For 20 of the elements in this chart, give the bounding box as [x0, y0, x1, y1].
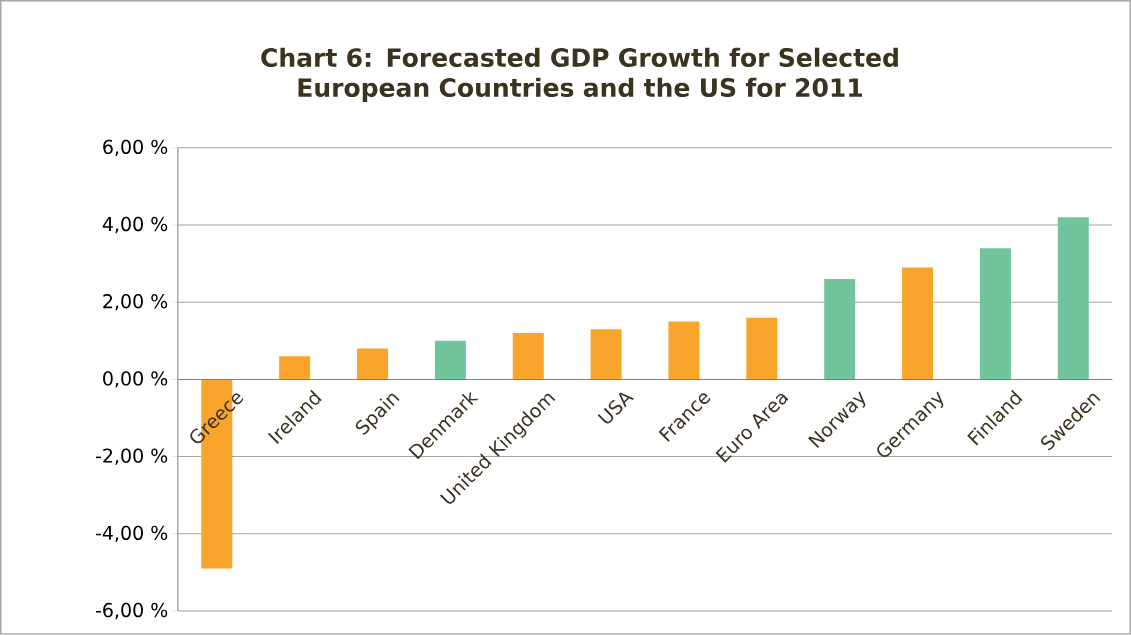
bar [1057, 217, 1089, 380]
y-tick-label: 4,00 % [102, 216, 168, 234]
bar [824, 279, 856, 380]
bar [590, 329, 622, 380]
y-tick-label: 0,00 % [103, 371, 168, 388]
bar [668, 321, 700, 380]
bar [279, 356, 311, 380]
bar [434, 340, 466, 380]
y-tick-label: 6,00 % [103, 139, 168, 157]
bar [746, 317, 778, 380]
chart-title: Chart 6: Forecasted GDP Growth for Selected European Countries and the US for 2011 [261, 47, 898, 102]
bar [979, 248, 1011, 380]
y-tick-label: 2,00 % [103, 294, 168, 311]
y-tick-label: -6,00 % [95, 602, 168, 620]
bar [902, 267, 934, 380]
y-tick-label: -4,00 % [95, 525, 168, 543]
bar [512, 333, 544, 380]
bar [357, 348, 389, 380]
y-tick-label: -2,00 % [95, 448, 168, 465]
x-tick-label: USA [597, 392, 634, 424]
